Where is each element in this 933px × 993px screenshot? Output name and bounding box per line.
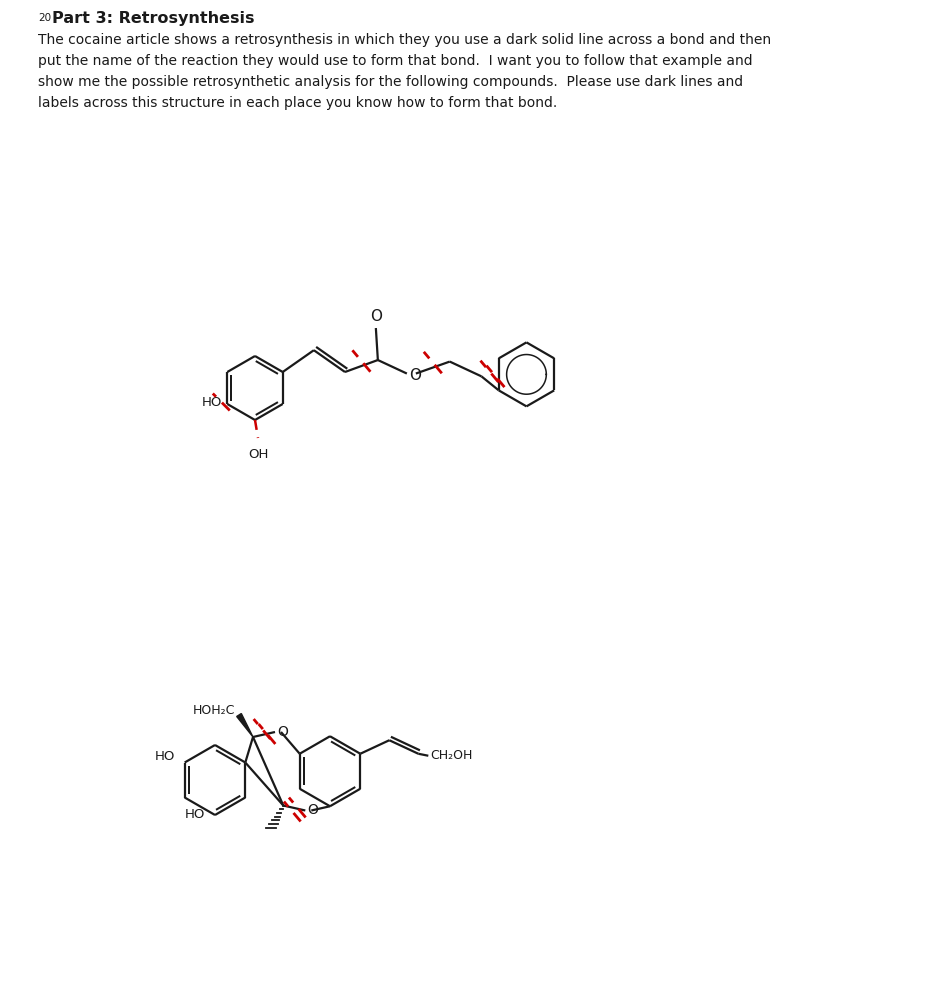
- Text: HO: HO: [154, 750, 174, 763]
- Text: CH₂OH: CH₂OH: [430, 750, 473, 763]
- Text: O: O: [369, 309, 382, 324]
- Text: OH: OH: [248, 448, 268, 461]
- Text: O: O: [277, 725, 288, 739]
- Text: labels across this structure in each place you know how to form that bond.: labels across this structure in each pla…: [38, 96, 557, 110]
- Text: put the name of the reaction they would use to form that bond.  I want you to fo: put the name of the reaction they would …: [38, 54, 753, 68]
- Text: Part 3: Retrosynthesis: Part 3: Retrosynthesis: [52, 11, 255, 26]
- Text: show me the possible retrosynthetic analysis for the following compounds.  Pleas: show me the possible retrosynthetic anal…: [38, 75, 743, 89]
- Text: HO: HO: [202, 395, 222, 408]
- Polygon shape: [237, 714, 253, 737]
- Text: HO: HO: [185, 808, 205, 821]
- Text: O: O: [307, 803, 318, 817]
- Text: HOH₂C: HOH₂C: [192, 704, 235, 718]
- Text: 20: 20: [38, 13, 51, 23]
- Text: The cocaine article shows a retrosynthesis in which they you use a dark solid li: The cocaine article shows a retrosynthes…: [38, 33, 772, 47]
- Text: O: O: [409, 368, 421, 383]
